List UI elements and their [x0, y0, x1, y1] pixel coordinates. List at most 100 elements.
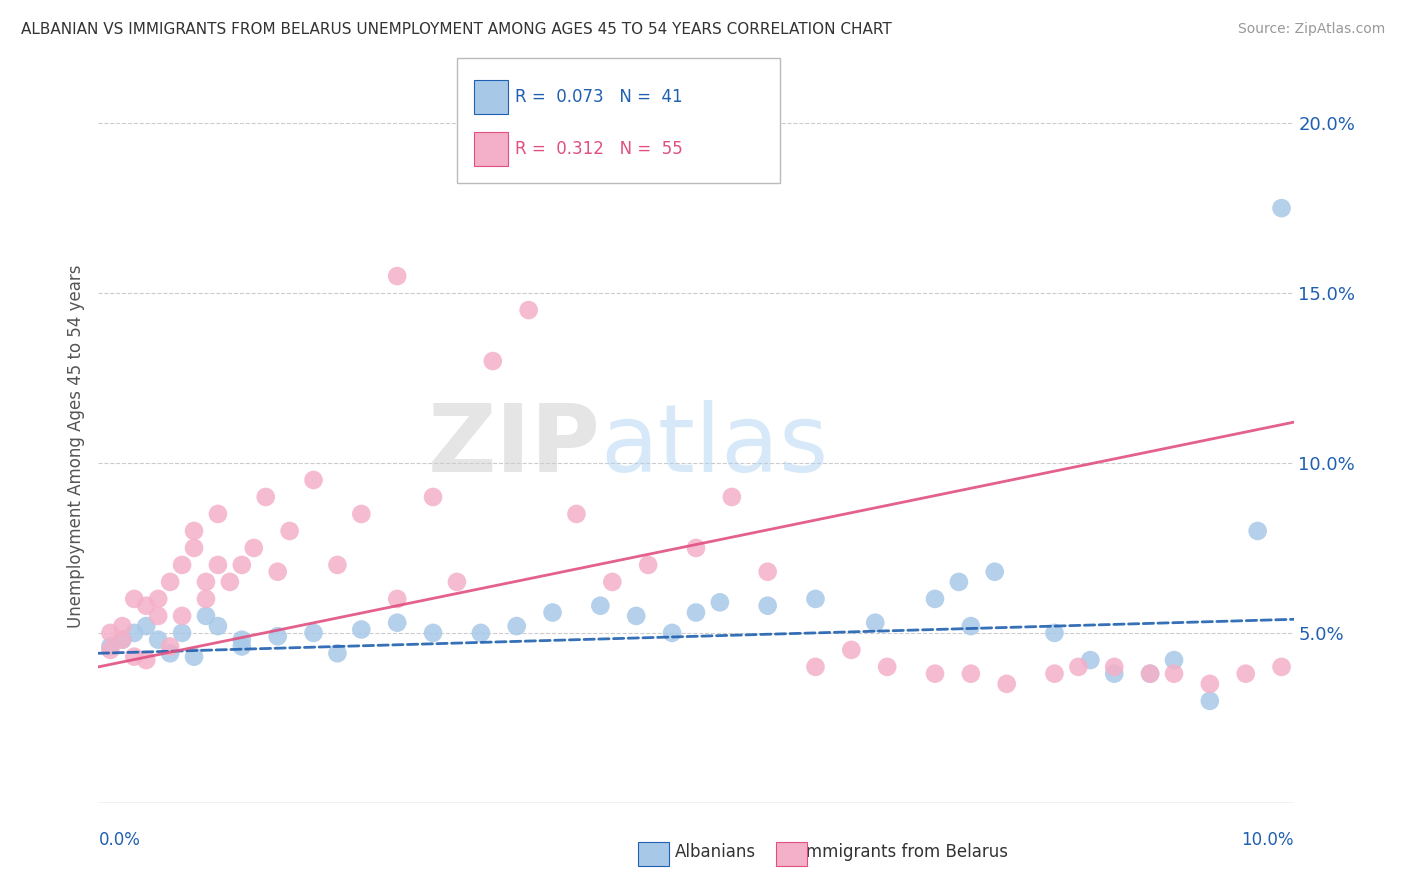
Point	[148, 632, 170, 647]
Point	[172, 608, 194, 623]
Point	[195, 591, 218, 606]
Point	[984, 565, 1007, 579]
Point	[207, 507, 229, 521]
Point	[1139, 666, 1161, 681]
Point	[159, 574, 181, 589]
Point	[804, 591, 827, 606]
Point	[841, 643, 863, 657]
Point	[159, 646, 181, 660]
Point	[709, 595, 731, 609]
Point	[948, 574, 970, 589]
Text: ALBANIAN VS IMMIGRANTS FROM BELARUS UNEMPLOYMENT AMONG AGES 45 TO 54 YEARS CORRE: ALBANIAN VS IMMIGRANTS FROM BELARUS UNEM…	[21, 22, 891, 37]
Point	[385, 591, 409, 606]
Point	[446, 574, 468, 589]
Point	[195, 608, 218, 623]
Point	[350, 623, 373, 637]
Point	[159, 640, 181, 654]
Point	[1271, 660, 1294, 674]
Point	[302, 473, 325, 487]
Point	[124, 649, 146, 664]
Point	[350, 507, 373, 521]
Point	[135, 619, 157, 633]
Point	[517, 303, 540, 318]
Point	[219, 574, 242, 589]
Point	[183, 649, 205, 664]
Point	[111, 632, 134, 647]
Point	[385, 615, 409, 630]
Point	[172, 558, 194, 572]
Point	[1104, 666, 1126, 681]
Text: R =  0.073   N =  41: R = 0.073 N = 41	[515, 88, 682, 106]
Point	[470, 626, 492, 640]
Point	[685, 541, 707, 555]
Point	[183, 541, 205, 555]
Text: R =  0.312   N =  55: R = 0.312 N = 55	[515, 140, 682, 159]
Point	[1104, 660, 1126, 674]
Point	[626, 608, 648, 623]
Point	[924, 591, 946, 606]
Point	[1199, 677, 1222, 691]
Point	[960, 619, 983, 633]
Point	[541, 606, 564, 620]
Point	[183, 524, 205, 538]
Point	[1199, 694, 1222, 708]
Point	[865, 615, 887, 630]
Point	[111, 619, 134, 633]
Point	[422, 490, 444, 504]
Point	[960, 666, 983, 681]
Point	[565, 507, 588, 521]
Point	[135, 653, 157, 667]
Text: 0.0%: 0.0%	[98, 831, 141, 849]
Point	[267, 629, 290, 643]
Point	[1080, 653, 1102, 667]
Point	[195, 574, 218, 589]
Point	[326, 646, 349, 660]
Point	[98, 626, 122, 640]
Point	[1139, 666, 1161, 681]
Point	[1067, 660, 1090, 674]
Point	[804, 660, 827, 674]
Point	[637, 558, 659, 572]
Point	[482, 354, 505, 368]
Point	[231, 632, 253, 647]
Point	[207, 619, 229, 633]
Point	[924, 666, 946, 681]
Point	[243, 541, 266, 555]
Point	[148, 591, 170, 606]
Point	[661, 626, 683, 640]
Point	[876, 660, 898, 674]
Point	[267, 565, 290, 579]
Point	[172, 626, 194, 640]
Point	[1271, 201, 1294, 215]
Text: ZIP: ZIP	[427, 400, 600, 492]
Point	[756, 599, 779, 613]
Point	[756, 565, 779, 579]
Point	[278, 524, 301, 538]
Point	[207, 558, 229, 572]
Text: Immigrants from Belarus: Immigrants from Belarus	[801, 843, 1008, 861]
Point	[231, 640, 253, 654]
Point	[685, 606, 707, 620]
Text: 10.0%: 10.0%	[1241, 831, 1294, 849]
Point	[98, 643, 122, 657]
Point	[385, 269, 409, 284]
Text: atlas: atlas	[600, 400, 828, 492]
Point	[1163, 653, 1185, 667]
Point	[98, 640, 122, 654]
Point	[148, 608, 170, 623]
Point	[506, 619, 529, 633]
Point	[1234, 666, 1257, 681]
Point	[135, 599, 157, 613]
Text: Albanians: Albanians	[675, 843, 756, 861]
Point	[326, 558, 349, 572]
Point	[589, 599, 612, 613]
Point	[1163, 666, 1185, 681]
Point	[111, 632, 134, 647]
Y-axis label: Unemployment Among Ages 45 to 54 years: Unemployment Among Ages 45 to 54 years	[66, 264, 84, 628]
Point	[422, 626, 444, 640]
Point	[124, 591, 146, 606]
Point	[231, 558, 253, 572]
Point	[995, 677, 1018, 691]
Point	[1247, 524, 1270, 538]
Point	[254, 490, 277, 504]
